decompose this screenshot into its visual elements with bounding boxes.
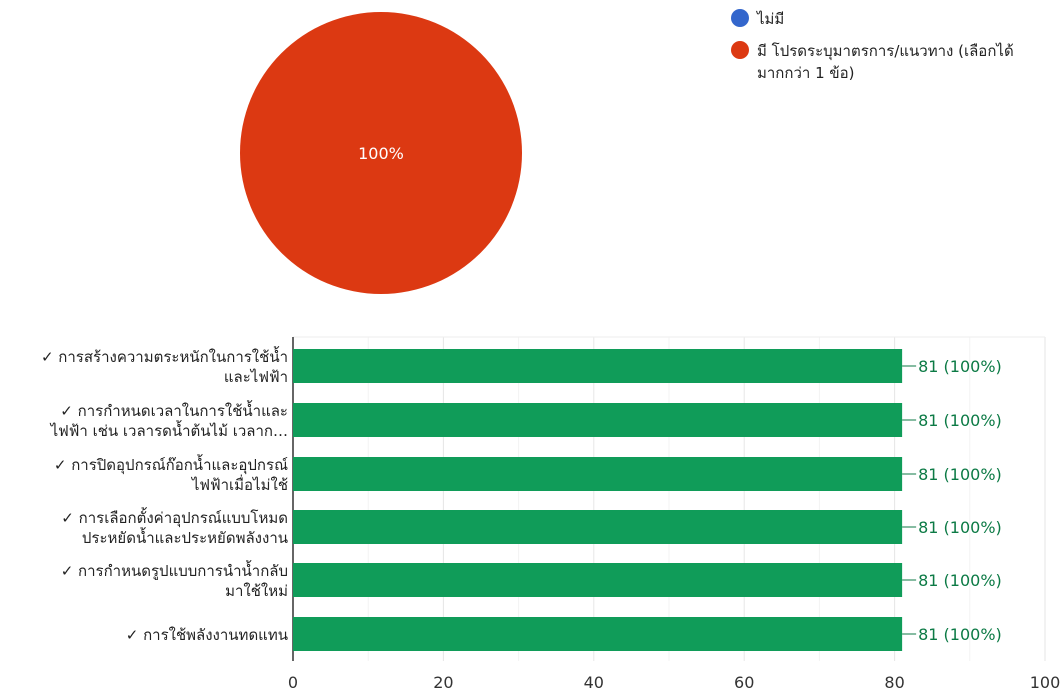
bar-3 [293, 510, 903, 544]
pie-chart: 100% [240, 12, 522, 294]
category-label-0-line-1: และไฟฟ้า [224, 368, 288, 386]
category-label-2-line-0: ✓ การปิดอุปกรณ์ก๊อกน้ำและอุปกรณ์ [54, 454, 288, 475]
bar-4 [293, 563, 903, 597]
x-tick-label-80: 80 [884, 673, 904, 692]
bar-series [293, 349, 903, 651]
bar-gridlines [292, 336, 1046, 661]
x-tick-label-40: 40 [584, 673, 604, 692]
bar-x-tick-labels: 0 20 40 60 80 100 [288, 673, 1060, 692]
category-label-5: ✓ การใช้พลังงานทดแทน [126, 626, 288, 644]
bar-value-labels: 81 (100%) 81 (100%) 81 (100%) 81 (100%) 81 (… [902, 357, 1002, 644]
category-label-3-line-1: ประหยัดน้ำและประหยัดพลังงาน [82, 527, 288, 547]
pie-legend: ไม่มีมี โปรดระบุมาตรการ/แนวทาง (เลือกได้… [731, 9, 1014, 82]
legend-label-1-line-1: มากกว่า 1 ข้อ) [757, 64, 855, 82]
category-label-4-line-1: มาใช้ใหม่ [225, 582, 288, 600]
category-label-2-line-1: ไฟฟ้าเมื่อไม่ใช้ [191, 474, 288, 494]
x-tick-label-60: 60 [734, 673, 754, 692]
x-tick-label-0: 0 [288, 673, 298, 692]
value-label-0: 81 (100%) [918, 357, 1002, 376]
bar-category-labels: ✓ การสร้างความตระหนักในการใช้น้ำและไฟฟ้า… [41, 346, 288, 644]
legend-swatch-1 [731, 41, 749, 59]
bar-0 [293, 349, 903, 383]
legend-item-1: มี โปรดระบุมาตรการ/แนวทาง (เลือกได้มากกว… [731, 41, 1014, 82]
value-label-3: 81 (100%) [918, 518, 1002, 537]
value-label-5: 81 (100%) [918, 625, 1002, 644]
legend-item-0: ไม่มี [731, 9, 784, 28]
category-label-0-line-0: ✓ การสร้างความตระหนักในการใช้น้ำ [41, 346, 288, 366]
bar-2 [293, 457, 903, 491]
category-label-1-line-0: ✓ การกำหนดเวลาในการใช้น้ำและ [60, 400, 288, 420]
pie-slice-label: 100% [358, 144, 404, 163]
category-label-3-line-0: ✓ การเลือกตั้งค่าอุปกรณ์แบบโหมด [61, 507, 288, 528]
legend-label-0: ไม่มี [756, 10, 784, 28]
category-label-4-line-0: ✓ การกำหนดรูปแบบการนำน้ำกลับ [61, 560, 288, 580]
bar-chart: ✓ การสร้างความตระหนักในการใช้น้ำและไฟฟ้า… [41, 336, 1060, 692]
value-label-4: 81 (100%) [918, 571, 1002, 590]
bar-1 [293, 403, 903, 437]
legend-label-1-line-0: มี โปรดระบุมาตรการ/แนวทาง (เลือกได้ [757, 42, 1014, 61]
pie-slice-1 [240, 12, 522, 294]
bar-5 [293, 617, 903, 651]
x-tick-label-100: 100 [1030, 673, 1061, 692]
value-label-1: 81 (100%) [918, 411, 1002, 430]
category-label-1-line-1: ไฟฟ้า เช่น เวลารดน้ำต้นไม้ เวลาก… [50, 420, 288, 440]
x-tick-label-20: 20 [433, 673, 453, 692]
legend-swatch-0 [731, 9, 749, 27]
value-label-2: 81 (100%) [918, 465, 1002, 484]
